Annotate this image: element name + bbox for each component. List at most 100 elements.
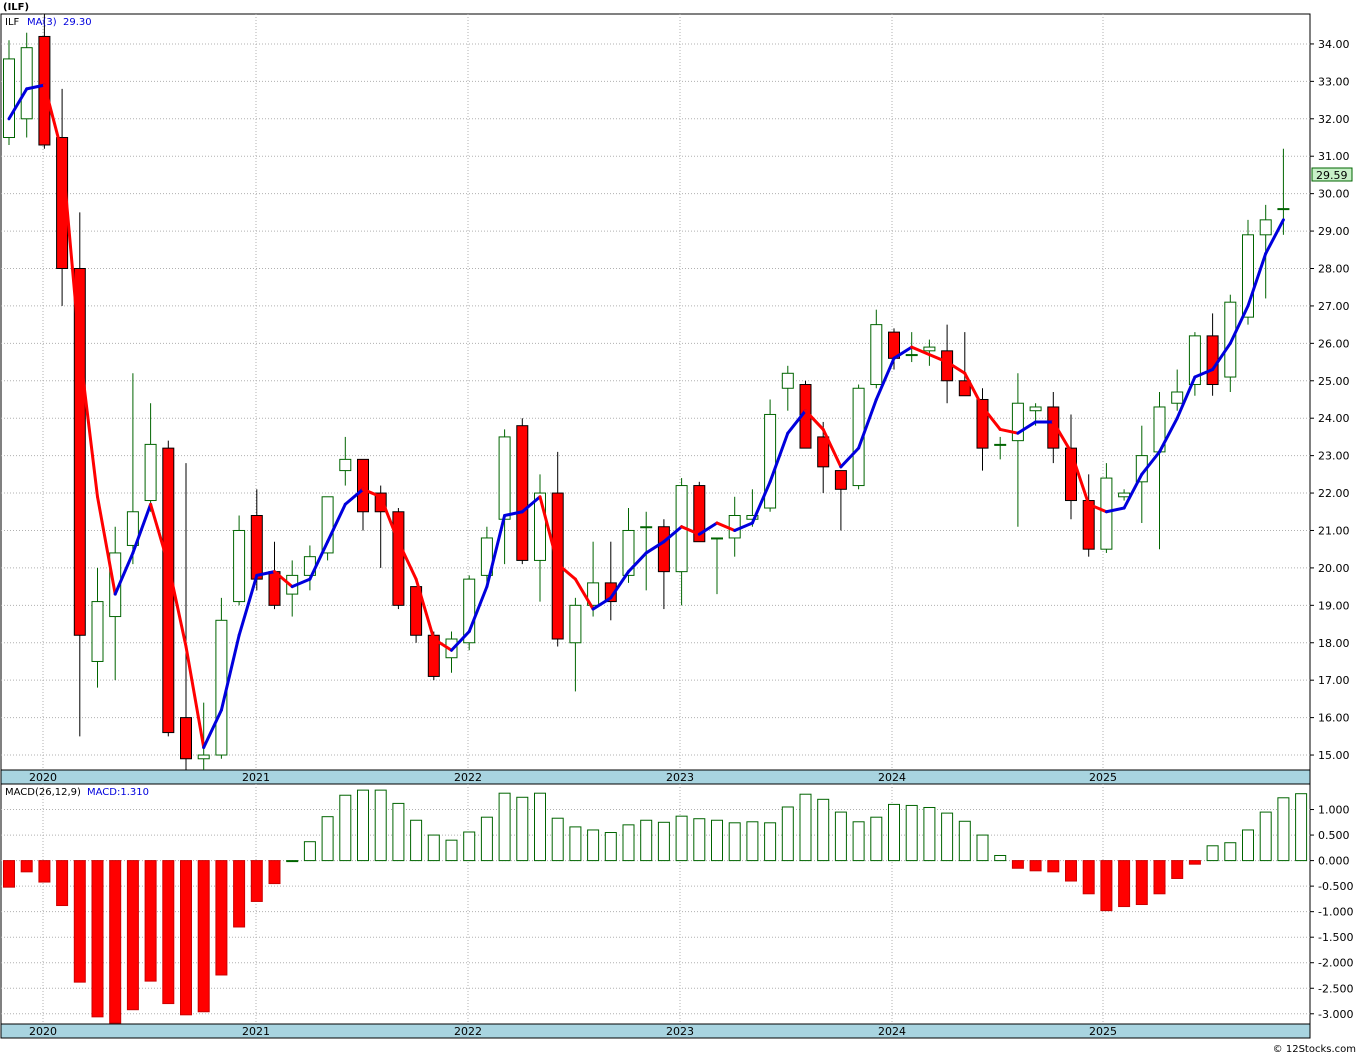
ma-segment (910, 345, 931, 357)
macd-bar (427, 834, 440, 862)
ma-segment (750, 480, 772, 525)
macd-bar (728, 822, 741, 862)
price-tick-label: 25.00 (1318, 375, 1350, 388)
candle-body (1047, 406, 1060, 449)
price-year-label: 2021 (242, 771, 270, 784)
macd-bar (38, 860, 51, 883)
macd-year-label: 2022 (454, 1025, 482, 1038)
price-tick-label: 29.00 (1318, 225, 1350, 238)
price-tick-label: 16.00 (1318, 712, 1350, 725)
y-axis-labels: 15.00 16.00 17.00 18.00 19.00 20.00 21.00 22.00… (1310, 38, 1353, 1021)
macd-bar (976, 834, 989, 862)
candle-body (1065, 447, 1077, 502)
price-tick-label: 18.00 (1318, 637, 1350, 650)
macd-tick-label: 0.500 (1318, 829, 1350, 842)
candle-body (1277, 208, 1290, 211)
macd-bar (587, 829, 600, 862)
macd-year-label: 2021 (242, 1025, 270, 1038)
macd-bar (852, 821, 865, 862)
macd-bar (516, 796, 529, 862)
macd-bar (286, 860, 299, 863)
ma-segment (149, 502, 170, 566)
price-tick-label: 34.00 (1318, 38, 1350, 51)
candle-body (250, 515, 263, 580)
ma-segment (1069, 450, 1091, 506)
price-tick-label: 21.00 (1318, 524, 1350, 537)
macd-tick-label: -2.500 (1318, 982, 1353, 995)
macd-bar (693, 818, 706, 862)
macd-bar (321, 816, 334, 862)
price-tick-label: 27.00 (1318, 300, 1350, 313)
price-tick-label: 22.00 (1318, 487, 1350, 500)
candle-body (781, 372, 794, 389)
macd-year-label: 2023 (666, 1025, 694, 1038)
macd-bar (1259, 811, 1272, 862)
ma-segment (343, 487, 365, 506)
candle-body (976, 398, 989, 449)
macd-bar (162, 860, 175, 1005)
ma-segment (237, 573, 259, 637)
candle-body (693, 485, 706, 543)
macd-bar (1082, 860, 1095, 895)
ma-segment (273, 570, 294, 589)
price-tick-label: 32.00 (1318, 113, 1350, 126)
ma-segment (131, 502, 153, 555)
last-price-box (1311, 167, 1353, 182)
ma-segment (892, 345, 914, 360)
ma-segment (96, 495, 117, 596)
macd-bar (551, 817, 564, 862)
macd-bar (498, 792, 511, 862)
candle-body (357, 458, 369, 513)
macd-bar (20, 860, 33, 873)
price-tick-label: 31.00 (1318, 150, 1350, 163)
macd-bar (1153, 860, 1166, 895)
ma-segment (1193, 368, 1215, 379)
macd-bar (197, 860, 210, 1013)
candle-body (728, 515, 741, 539)
macd-bar (445, 839, 458, 862)
macd-bar (1047, 860, 1060, 873)
macd-tick-label: 1.000 (1318, 804, 1350, 817)
ma-segment (1264, 218, 1285, 256)
ma-segment (627, 551, 648, 574)
price-year-label: 2022 (454, 771, 482, 784)
ma-segment (697, 521, 719, 536)
candle-body (817, 436, 830, 468)
macd-bar (410, 819, 423, 862)
ma-segment (1051, 420, 1073, 454)
macd-bar (250, 860, 263, 902)
ma-segment (379, 495, 400, 544)
macd-bar (657, 821, 670, 862)
macd-tick-label: -1.000 (1318, 906, 1353, 919)
macd-legend-value: MACD:1.310 (87, 787, 149, 798)
ma-segment (290, 577, 312, 589)
chart-title: (ILF) (3, 2, 29, 13)
macd-year-label: 2024 (878, 1025, 906, 1038)
macd-bar (374, 789, 387, 862)
ma-segment (361, 487, 383, 499)
macd-bar (711, 819, 723, 862)
candle-body (534, 492, 546, 561)
ma-segment (715, 521, 737, 532)
macd-bar (994, 854, 1007, 862)
macd-bar (870, 816, 883, 862)
macd-year-label: 2020 (29, 1025, 57, 1038)
price-tick-label: 17.00 (1318, 674, 1350, 687)
ma-segment (166, 562, 188, 648)
macd-bar (1029, 860, 1042, 872)
macd-tick-label: 0.000 (1318, 855, 1350, 868)
ma-segment (113, 551, 135, 596)
macd-bar (799, 793, 812, 862)
ma-segment (963, 371, 984, 409)
candle-body (1188, 335, 1201, 386)
candle-body (392, 511, 405, 606)
legend-ma-label: MA(3) (27, 17, 57, 28)
watermark: © 12Stocks.com (1273, 1044, 1356, 1055)
candle-body (73, 267, 86, 636)
price-date-band (0, 769, 1311, 785)
macd-bar (1118, 860, 1131, 908)
ma-segment (308, 540, 330, 581)
macd-legend-label: MACD(26,12,9) (5, 787, 81, 798)
macd-bar (746, 821, 759, 862)
